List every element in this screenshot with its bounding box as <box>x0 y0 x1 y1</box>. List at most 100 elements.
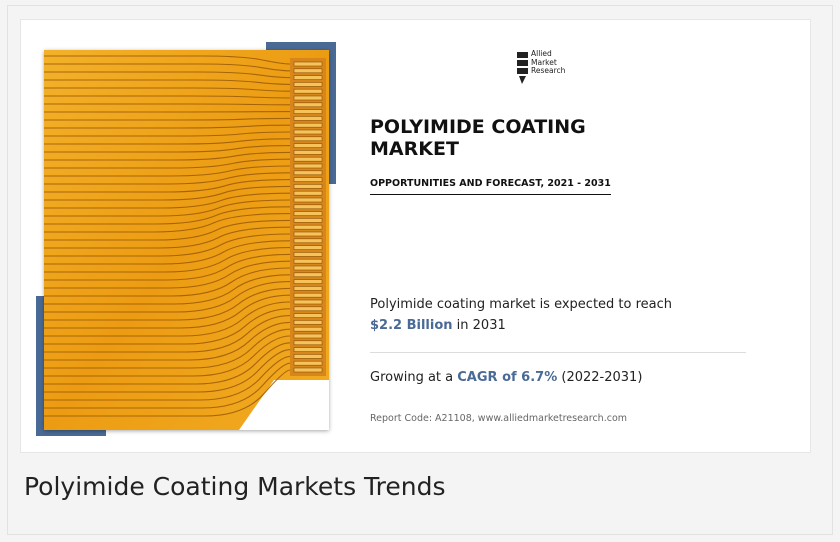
page-caption: Polyimide Coating Markets Trends <box>24 472 446 501</box>
connector-pad <box>293 68 323 74</box>
connector-pad <box>293 326 323 332</box>
connector-pad <box>293 333 323 339</box>
circuit-trace <box>44 294 291 329</box>
allied-market-research-logo: Allied Market Research <box>517 49 597 90</box>
circuit-trace <box>44 328 291 369</box>
circuit-trace <box>44 158 291 169</box>
circuit-trace <box>44 145 291 153</box>
circuit-trace <box>44 281 291 313</box>
connector-pad <box>293 245 323 250</box>
connector-pad <box>293 190 323 196</box>
report-title-line-2: MARKET <box>370 138 459 160</box>
circuit-trace <box>44 233 291 257</box>
market-size-suffix: in 2031 <box>456 318 506 333</box>
circuit-trace <box>44 124 291 129</box>
circuit-trace <box>44 151 291 161</box>
connector-pad <box>293 82 323 87</box>
report-subtitle: OPPORTUNITIES AND FORECAST, 2021 - 2031 <box>370 178 611 195</box>
cagr-statement: Growing at a CAGR of 6.7% (2022-2031) <box>370 370 642 385</box>
market-size-text: Polyimide coating market is expected to … <box>370 297 673 312</box>
connector-pad <box>293 272 323 278</box>
circuit-trace <box>44 362 291 409</box>
circuit-trace <box>44 95 291 99</box>
circuit-trace <box>44 131 291 137</box>
circuit-trace <box>44 63 291 72</box>
connector-pad <box>293 95 323 101</box>
circuit-trace <box>44 117 291 121</box>
connector-pad <box>293 265 323 271</box>
connector-pad <box>293 313 323 318</box>
circuit-trace <box>44 267 291 297</box>
connector-pad <box>293 252 323 257</box>
circuit-trace <box>44 308 291 345</box>
connector-pad <box>293 102 323 108</box>
polyimide-circuit-photo <box>44 50 329 430</box>
connector-pad <box>293 354 323 359</box>
connector-pad <box>293 279 323 284</box>
connector-pad <box>293 224 323 230</box>
circuit-trace <box>44 226 291 249</box>
stat-divider <box>370 352 746 353</box>
circuit-trace <box>44 55 291 65</box>
connector-pad <box>293 88 323 94</box>
connector-pad <box>293 197 323 203</box>
cagr-suffix: (2022-2031) <box>561 370 643 385</box>
circuit-trace <box>44 103 291 106</box>
connector-pad <box>293 109 323 114</box>
connector-pad <box>293 367 323 373</box>
circuit-trace <box>44 87 291 92</box>
flex-circuit-illustration <box>44 50 329 430</box>
connector-pad <box>293 320 323 325</box>
connector-pad <box>293 299 323 305</box>
cagr-prefix: Growing at a <box>370 370 454 385</box>
report-title: POLYIMIDE COATING MARKET <box>370 116 700 160</box>
logo-text: Allied Market Research <box>531 49 566 76</box>
connector-pad <box>293 163 323 169</box>
logo-line-3: Research <box>531 66 566 75</box>
connector-pad <box>293 116 323 121</box>
cagr-value: CAGR of 6.7% <box>457 370 558 385</box>
connector-pad <box>293 136 323 142</box>
connector-pad <box>293 61 323 67</box>
circuit-trace <box>44 301 291 337</box>
market-size-statement: Polyimide coating market is expected to … <box>370 294 750 336</box>
connector-pad <box>293 170 323 176</box>
connector-pad <box>293 211 323 216</box>
circuit-trace <box>44 213 291 233</box>
connector-pad <box>293 340 323 346</box>
circuit-trace <box>44 240 291 265</box>
connector-pad <box>293 347 323 352</box>
circuit-trace <box>44 321 291 361</box>
connector-pad <box>293 129 323 135</box>
connector-pad <box>293 143 323 148</box>
circuit-trace <box>44 342 291 385</box>
logo-line-1: Allied <box>531 49 552 58</box>
connector-pad <box>293 177 323 182</box>
circuit-trace <box>44 179 291 193</box>
circuit-trace <box>44 206 291 225</box>
connector-pad <box>293 184 323 189</box>
circuit-trace <box>44 185 291 201</box>
circuit-trace <box>44 355 291 401</box>
circuit-trace <box>44 260 291 289</box>
circuit-trace <box>44 247 291 273</box>
circuit-trace <box>44 349 291 393</box>
circuit-trace <box>44 315 291 353</box>
logo-line-2: Market <box>531 57 557 67</box>
circuit-trace <box>44 79 291 85</box>
circuit-trace <box>44 287 291 321</box>
connector-pad <box>293 360 323 366</box>
circuit-trace <box>44 199 291 217</box>
circuit-trace <box>44 274 291 305</box>
circuit-trace <box>44 71 291 79</box>
circuit-trace <box>44 369 291 417</box>
circuit-trace <box>44 335 291 377</box>
circuit-trace <box>44 219 291 241</box>
connector-pad <box>293 238 323 244</box>
connector-pad <box>293 204 323 210</box>
circuit-trace <box>44 138 291 145</box>
connector-pad <box>293 258 323 264</box>
report-title-line-1: POLYIMIDE COATING <box>370 116 586 138</box>
circuit-trace <box>44 172 291 185</box>
report-code: Report Code: A21108, www.alliedmarketres… <box>370 413 628 424</box>
